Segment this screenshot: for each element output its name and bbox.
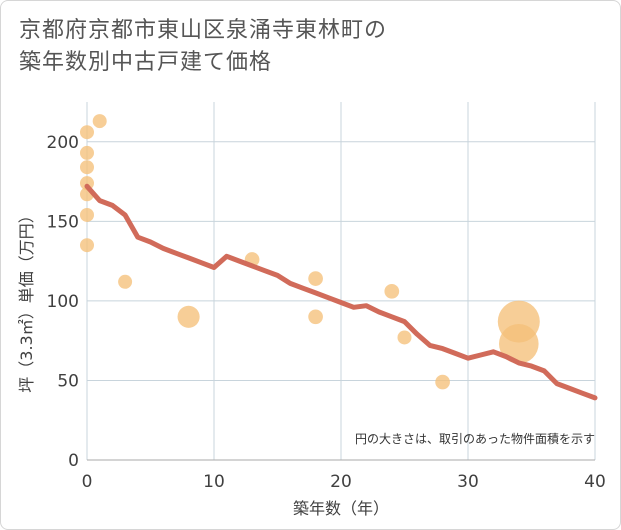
y-tick-label: 200 xyxy=(47,133,79,153)
data-bubble xyxy=(80,160,94,175)
y-tick-label: 0 xyxy=(68,451,79,471)
x-tick-label: 10 xyxy=(203,472,225,492)
size-note: 円の大きさは、取引のあった物件面積を示す xyxy=(355,431,595,446)
y-tick-label: 100 xyxy=(47,292,79,312)
trend-line xyxy=(84,183,598,401)
data-bubble xyxy=(80,145,94,160)
data-bubble xyxy=(308,271,323,286)
x-tick-label: 0 xyxy=(82,472,93,492)
trend-layer xyxy=(84,183,598,401)
tick-labels: 0 10 20 30 40 0 50 100 150 200 xyxy=(47,133,606,492)
data-bubble xyxy=(308,309,323,325)
x-tick-label: 30 xyxy=(457,472,479,492)
chart-title: 京都府京都市東山区泉涌寺東林町の 築年数別中古戸建て価格 xyxy=(19,15,387,79)
x-tick-label: 20 xyxy=(330,472,352,492)
data-bubble xyxy=(118,274,133,289)
data-bubble xyxy=(499,324,539,364)
data-bubble xyxy=(397,330,412,345)
data-bubble xyxy=(80,238,94,253)
y-tick-label: 50 xyxy=(57,371,79,391)
title-line-2: 築年数別中古戸建て価格 xyxy=(19,50,273,75)
y-axis-label: 坪（3.3㎡）単価（万円） xyxy=(17,207,36,392)
title-line-1: 京都府京都市東山区泉涌寺東林町の xyxy=(19,18,388,43)
data-bubble xyxy=(435,374,450,390)
x-tick-label: 40 xyxy=(584,472,606,492)
data-bubble xyxy=(80,207,94,222)
bubble-layer xyxy=(80,114,540,390)
data-bubble xyxy=(384,284,400,299)
y-tick-label: 150 xyxy=(47,212,79,232)
data-bubble xyxy=(92,114,107,129)
x-axis-label: 築年数（年） xyxy=(293,499,389,518)
data-bubble xyxy=(80,125,94,140)
data-bubble xyxy=(177,305,200,328)
